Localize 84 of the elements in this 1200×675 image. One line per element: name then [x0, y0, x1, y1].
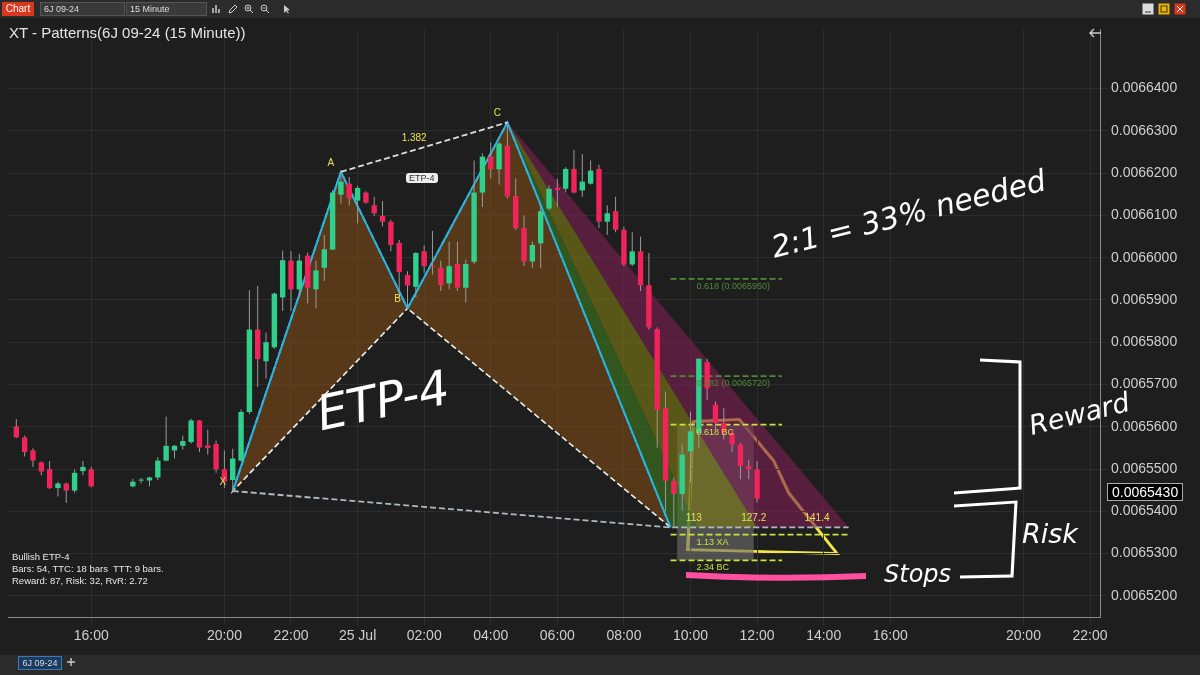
candlestick — [529, 241, 536, 269]
x-tick-label: 16:00 — [872, 627, 908, 644]
annotation: 141.4 — [804, 512, 830, 524]
annotation: Risk — [1022, 518, 1078, 549]
y-tick-label: 0.0066300 — [1111, 121, 1178, 138]
annotation: 1.382 — [401, 131, 428, 143]
candlestick — [438, 260, 444, 292]
y-tick-label: 0.0066000 — [1111, 248, 1178, 265]
candlestick — [379, 200, 386, 227]
candlestick — [313, 260, 319, 309]
annotation: A — [327, 156, 335, 168]
candlestick — [205, 429, 211, 456]
candlestick — [446, 241, 452, 290]
y-tick-label: 0.0065800 — [1111, 333, 1178, 350]
annotation: ETP-4 — [311, 358, 455, 442]
annotation: B — [394, 293, 402, 305]
candlestick — [454, 241, 461, 292]
annotation: ETP-4 — [406, 173, 438, 183]
candlestick — [612, 196, 619, 233]
x-tick-label: 04:00 — [473, 627, 509, 644]
text: 0.0065430 — [1107, 483, 1184, 501]
candlestick — [321, 234, 327, 282]
annotation: 113 — [685, 512, 703, 524]
candlestick — [604, 204, 610, 236]
candlestick — [371, 196, 377, 217]
x-tick-label: 02:00 — [406, 627, 442, 644]
chart-title: XT - Patterns(6J 09-24 (15 Minute)) — [9, 24, 246, 41]
candlestick — [263, 332, 269, 380]
x-tick-label: 22:00 — [273, 627, 309, 644]
candlestick — [388, 219, 394, 252]
x-tick-label: 10:00 — [672, 627, 709, 644]
annotation: Stops — [884, 560, 952, 588]
candlestick — [155, 456, 161, 481]
y-tick-label: 0.0065900 — [1111, 290, 1178, 307]
y-tick-label: 0.0065200 — [1111, 586, 1178, 603]
x-tick-label: 14:00 — [806, 627, 842, 644]
candlestick — [712, 400, 719, 430]
y-tick-label: 0.0065500 — [1111, 459, 1178, 476]
candlestick — [338, 171, 344, 205]
candlestick — [587, 159, 594, 186]
y-tick-label: 0.0065300 — [1111, 544, 1178, 561]
candlestick — [671, 477, 677, 528]
candlestick — [687, 411, 694, 484]
y-tick-label: 0.0066200 — [1111, 163, 1178, 180]
candlestick — [463, 259, 469, 303]
candlestick — [737, 442, 744, 480]
series-label: 0.618 (0.0065950) — [696, 280, 771, 291]
y-tick-label: 0.0066100 — [1111, 206, 1178, 223]
annotation: 2:1 = 33% needed — [767, 162, 1050, 265]
annotation: C — [493, 107, 502, 119]
x-tick-label: 20:00 — [1005, 627, 1042, 644]
candlestick — [571, 149, 577, 194]
x-tick-label: 25 Jul — [338, 627, 377, 644]
candlestick — [163, 416, 169, 462]
candlestick — [546, 184, 552, 211]
annotation: Bars: 54, TTC: 18 bars TTT: 9 bars. — [12, 563, 164, 574]
series-label: 0.382 (0.0065720) — [696, 378, 771, 389]
text: Chart — [2, 2, 34, 16]
candlestick — [421, 244, 427, 274]
candlestick — [354, 185, 361, 224]
x-tick-label: 20:00 — [206, 627, 243, 644]
y-tick-label: 0.0065400 — [1111, 502, 1178, 519]
x-tick-label: 08:00 — [606, 627, 642, 644]
text: 6J 09-24 — [18, 656, 62, 670]
annotation: 127.2 — [741, 512, 767, 524]
x-tick-label: 22:00 — [1072, 627, 1108, 644]
candlestick — [629, 231, 635, 267]
series-label: 1.13 XA — [696, 536, 729, 547]
text: 6J 09-24 — [40, 2, 125, 16]
x-tick-label: 06:00 — [539, 627, 576, 644]
candlestick — [554, 178, 561, 208]
annotation: Bullish ETP-4 — [12, 551, 70, 562]
candlestick — [230, 448, 236, 492]
candlestick — [429, 230, 436, 276]
annotation: Reward: 87, Risk: 32, RvR: 2.72 — [12, 575, 148, 586]
x-tick-label: 12:00 — [739, 627, 775, 644]
y-tick-label: 0.0066400 — [1111, 79, 1178, 96]
candlestick — [746, 459, 752, 480]
x-tick-label: 16:00 — [73, 627, 109, 644]
series-label: 2.34 BC — [696, 562, 730, 573]
text: 15 Minute — [126, 2, 207, 16]
candlestick — [188, 418, 194, 445]
candlestick — [404, 270, 411, 309]
candlestick — [562, 166, 569, 193]
